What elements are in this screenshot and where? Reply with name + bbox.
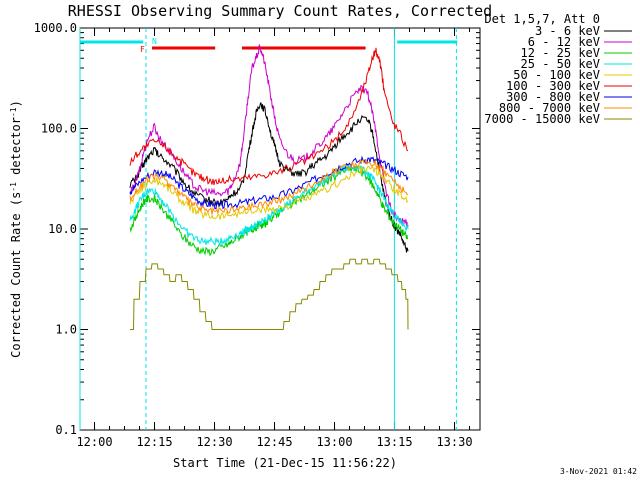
x-tick-label: 13:15 <box>376 435 412 449</box>
series-line-300-800-kev <box>129 155 409 210</box>
legend-label: 12 - 25 keV <box>521 46 600 60</box>
series-line-800-7000-kev <box>129 159 409 215</box>
y-tick-label: 100.0 <box>41 122 77 136</box>
x-tick-label: 12:00 <box>76 435 112 449</box>
plot-area: 0.1 1.0 10.0 100.0 1000.0 12:00 12:15 12:30 12:4… <box>34 21 481 449</box>
flag-label: N <box>152 37 157 46</box>
x-tick-label: 12:45 <box>256 435 292 449</box>
legend-label: 7000 - 15000 keV <box>484 112 600 126</box>
x-tick-label: 13:30 <box>436 435 472 449</box>
x-axis-label: Start Time (21-Dec-15 11:56:22) <box>173 456 397 470</box>
y-axis-label-main: Corrected Count Rate (s <box>9 192 23 358</box>
series-line-6-12-kev <box>129 44 409 228</box>
flag-label: F <box>140 45 145 54</box>
y-tick-label: 1000.0 <box>34 21 77 35</box>
y-axis-label-exp1: -1 <box>9 182 18 192</box>
legend-header: Det 1,5,7, Att 0 <box>484 12 600 26</box>
y-tick-label: 10.0 <box>48 222 77 236</box>
series-line-25-50-kev <box>129 164 409 246</box>
legend-label: 100 - 300 keV <box>506 79 600 93</box>
series-line-7000-15000-kev <box>130 258 409 330</box>
x-tick-label: 12:30 <box>196 435 232 449</box>
series-line-3-6-kev <box>129 102 409 253</box>
y-axis-label: Corrected Count Rate (s-1 detector-1) <box>9 100 23 358</box>
legend-label: 25 - 50 keV <box>521 57 600 71</box>
y-axis-label-end: ) <box>9 100 23 107</box>
series-line-100-300-kev <box>129 47 409 186</box>
series-line-50-100-kev <box>129 165 409 220</box>
legend-label: 3 - 6 keV <box>535 24 600 38</box>
y-axis-label-mid: detector <box>9 117 23 182</box>
chart-title: RHESSI Observing Summary Count Rates, Co… <box>68 2 492 20</box>
legend-label: 300 - 800 keV <box>506 90 600 104</box>
x-tick-label: 12:15 <box>136 435 172 449</box>
y-axis-label-exp2: -1 <box>9 107 18 117</box>
legend-label: 6 - 12 keV <box>528 35 600 49</box>
y-tick-label: 0.1 <box>55 423 77 437</box>
date-stamp: 3-Nov-2021 01:42 <box>560 467 637 476</box>
legend-label: 800 - 7000 keV <box>499 101 600 115</box>
y-tick-label: 1.0 <box>55 323 77 337</box>
legend-label: 50 - 100 keV <box>513 68 600 82</box>
x-tick-label: 13:00 <box>316 435 352 449</box>
